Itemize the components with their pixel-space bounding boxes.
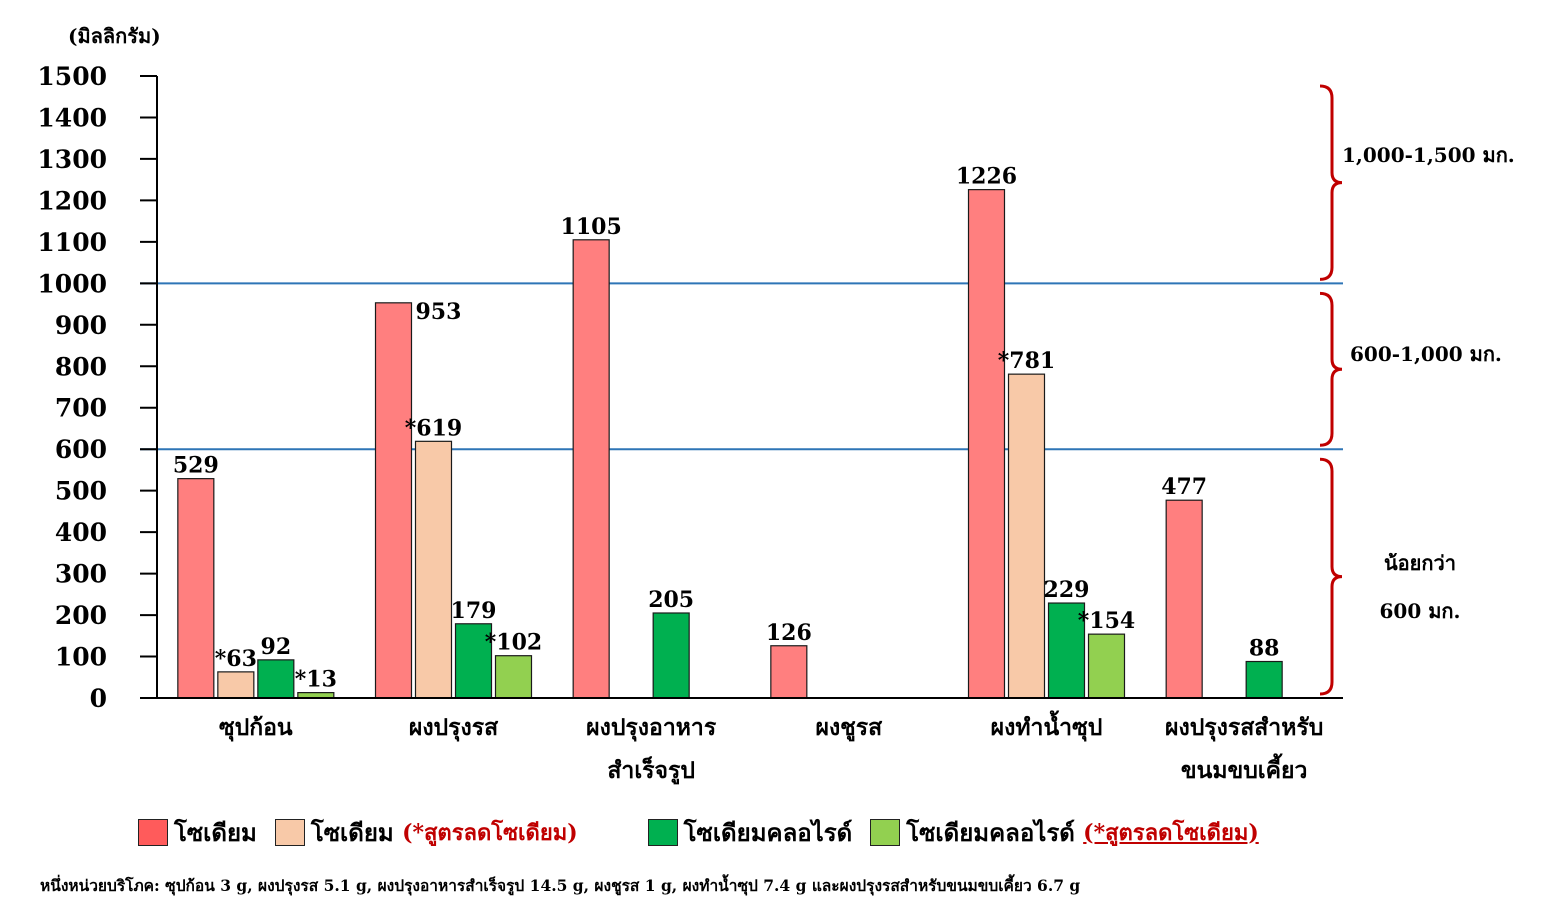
category-label: ผงชูรส bbox=[815, 714, 883, 742]
data-label: *619 bbox=[405, 415, 462, 441]
legend-swatch-sodium bbox=[138, 818, 168, 846]
legend-item-sodium: โซเดียม bbox=[138, 813, 257, 852]
legend-note: (*สูตรลดโซเดียม) bbox=[402, 819, 578, 846]
legend-item-sodium-chloride-reduced: โซเดียมคลอไรด์ (*สูตรลดโซเดียม) bbox=[870, 813, 1259, 852]
y-tick-label: 400 bbox=[55, 518, 107, 547]
y-tick-label: 300 bbox=[55, 560, 107, 589]
range-label: น้อยกว่า bbox=[1384, 551, 1456, 575]
bar bbox=[454, 623, 493, 699]
chart-legend: โซเดียม โซเดียม (*สูตรลดโซเดียม) โซเดียม… bbox=[138, 812, 1277, 852]
bar bbox=[572, 239, 610, 699]
range-bracket bbox=[1319, 84, 1343, 281]
range-bracket bbox=[1319, 291, 1343, 447]
legend-swatch-sodium-chloride-reduced bbox=[870, 818, 901, 846]
legend-label: โซเดียมคลอไรด์ bbox=[906, 817, 1075, 847]
bar bbox=[1007, 373, 1046, 699]
data-label: 179 bbox=[451, 598, 497, 624]
category-label: ผงปรุงรส bbox=[409, 714, 499, 742]
serving-size-footnote: หนึ่งหน่วยบริโภค: ซุปก้อน 3 g, ผงปรุงรส … bbox=[40, 876, 1081, 895]
data-label: 529 bbox=[173, 453, 219, 479]
legend-label: โซเดียมคลอไรด์ bbox=[683, 817, 853, 847]
data-label: 953 bbox=[416, 299, 462, 325]
y-tick-label: 1100 bbox=[37, 228, 107, 257]
y-tick-label: 600 bbox=[55, 435, 107, 464]
y-tick-label: 1300 bbox=[37, 145, 107, 174]
data-label: 88 bbox=[1249, 636, 1280, 662]
y-tick-label: 200 bbox=[55, 601, 107, 630]
bar bbox=[967, 189, 1006, 699]
bar bbox=[414, 440, 453, 699]
bar bbox=[652, 612, 690, 699]
y-tick-label: 1200 bbox=[37, 186, 107, 215]
legend-swatch-sodium-chloride bbox=[647, 818, 678, 846]
legend-item-sodium-reduced: โซเดียม (*สูตรลดโซเดียม) bbox=[274, 813, 578, 852]
bar bbox=[177, 478, 215, 699]
data-label: 1105 bbox=[561, 214, 622, 240]
bar bbox=[1245, 660, 1283, 699]
range-label: 600-1,000 มก. bbox=[1350, 342, 1502, 366]
legend-swatch-sodium-reduced bbox=[274, 818, 305, 846]
y-tick-label: 1500 bbox=[37, 62, 107, 91]
data-label: *102 bbox=[485, 630, 542, 656]
category-label: ผงทำน้ำซุป bbox=[991, 710, 1103, 742]
y-tick-label: 900 bbox=[55, 311, 107, 340]
bar bbox=[1165, 499, 1203, 699]
legend-label: โซเดียม bbox=[174, 817, 257, 847]
y-tick-label: 1400 bbox=[37, 103, 107, 132]
y-tick-label: 100 bbox=[55, 643, 107, 672]
bar bbox=[494, 655, 533, 699]
data-label: 126 bbox=[766, 620, 812, 646]
legend-note: (*สูตรลดโซเดียม) bbox=[1083, 819, 1259, 846]
data-label: 1226 bbox=[956, 164, 1017, 190]
category-label: สำเร็จรูป bbox=[607, 755, 695, 785]
category-label: ผงปรุงรสสำหรับ bbox=[1165, 714, 1323, 742]
bar bbox=[1087, 633, 1126, 699]
category-label: ซุปก้อน bbox=[219, 714, 293, 742]
legend-item-sodium-chloride: โซเดียมคลอไรด์ bbox=[647, 813, 853, 852]
y-axis-unit-label: (มิลลิกรัม) bbox=[68, 24, 161, 48]
legend-label: โซเดียม bbox=[310, 817, 394, 847]
category-label: ขนมขบเคี้ยว bbox=[1181, 753, 1308, 784]
bar bbox=[770, 645, 808, 699]
range-label: 1,000-1,500 มก. bbox=[1342, 143, 1515, 167]
data-label: 229 bbox=[1044, 577, 1090, 603]
data-label: *154 bbox=[1078, 608, 1135, 634]
y-tick-label: 1000 bbox=[37, 269, 107, 298]
y-tick-label: 500 bbox=[55, 477, 107, 506]
data-label: 205 bbox=[648, 587, 694, 613]
y-tick-label: 0 bbox=[90, 684, 107, 713]
data-label: 92 bbox=[261, 634, 292, 660]
data-label: *63 bbox=[215, 646, 257, 672]
data-label: *781 bbox=[998, 348, 1055, 374]
y-tick-label: 700 bbox=[55, 394, 107, 423]
range-label: 600 มก. bbox=[1380, 599, 1461, 623]
data-label: 477 bbox=[1161, 474, 1207, 500]
bar bbox=[257, 659, 295, 699]
bar bbox=[217, 671, 255, 699]
range-bracket bbox=[1319, 457, 1343, 696]
bar bbox=[374, 302, 413, 699]
bar bbox=[1047, 602, 1086, 699]
category-label: ผงปรุงอาหาร bbox=[586, 714, 717, 742]
y-tick-label: 800 bbox=[55, 352, 107, 381]
data-label: *13 bbox=[295, 667, 337, 693]
